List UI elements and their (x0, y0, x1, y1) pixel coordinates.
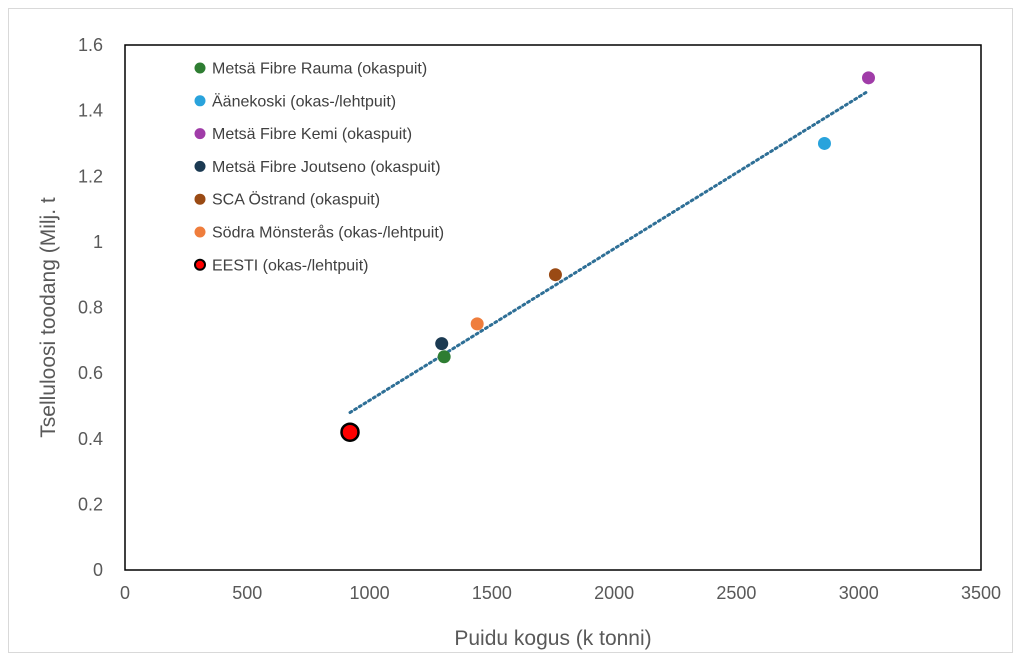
x-tick-label: 3500 (961, 583, 1001, 603)
legend-label: EESTI (okas-/lehtpuit) (212, 257, 369, 274)
y-tick-label: 0.4 (78, 429, 103, 449)
data-point (861, 71, 875, 85)
x-tick-label: 3000 (839, 583, 879, 603)
trendline (348, 89, 870, 414)
legend-marker (194, 258, 206, 271)
data-point (437, 350, 451, 364)
y-tick-label: 1.2 (78, 166, 103, 186)
x-tick-label: 2500 (716, 583, 756, 603)
y-tick-label: 0.2 (78, 494, 103, 514)
data-point (435, 337, 449, 351)
y-axis-title: Tselluloosi toodang (Milj. t (37, 197, 60, 438)
y-tick-label: 1.4 (78, 101, 103, 121)
legend-label: Metsä Fibre Joutseno (okaspuit) (212, 159, 441, 176)
legend-marker (194, 193, 206, 205)
legend-label: Metsä Fibre Kemi (okaspuit) (212, 126, 412, 143)
chart-frame: Puidu kogus (k tonni) Tselluloosi toodan… (8, 8, 1013, 653)
data-point (470, 317, 484, 331)
x-axis-title: Puidu kogus (k tonni) (454, 627, 651, 650)
legend-label: Äänekoski (okas-/lehtpuit) (212, 92, 396, 110)
plot-area (124, 44, 982, 571)
legend-label: Södra Mönsterås (okas-/lehtpuit) (212, 224, 444, 242)
scatter-chart: Puidu kogus (k tonni) Tselluloosi toodan… (37, 35, 1001, 650)
legend-label: Metsä Fibre Rauma (okaspuit) (212, 61, 427, 78)
legend-marker (194, 62, 206, 74)
legend-marker (194, 95, 206, 107)
x-tick-label: 0 (120, 583, 130, 603)
y-tick-label: 0.6 (78, 363, 103, 383)
legend-marker (194, 128, 206, 140)
y-tick-label: 1.6 (78, 35, 103, 55)
x-tick-label: 2000 (594, 583, 634, 603)
x-tick-label: 500 (232, 583, 262, 603)
x-tick-label: 1000 (350, 583, 390, 603)
y-tick-label: 0 (93, 560, 103, 580)
y-tick-label: 1 (93, 232, 103, 252)
data-point (548, 268, 562, 282)
data-point (340, 422, 360, 442)
y-tick-label: 0.8 (78, 298, 103, 318)
legend-marker (194, 160, 206, 172)
legend-marker (194, 226, 206, 238)
x-tick-label: 1500 (472, 583, 512, 603)
data-point (817, 136, 831, 150)
legend-label: SCA Östrand (okaspuit) (212, 191, 380, 209)
